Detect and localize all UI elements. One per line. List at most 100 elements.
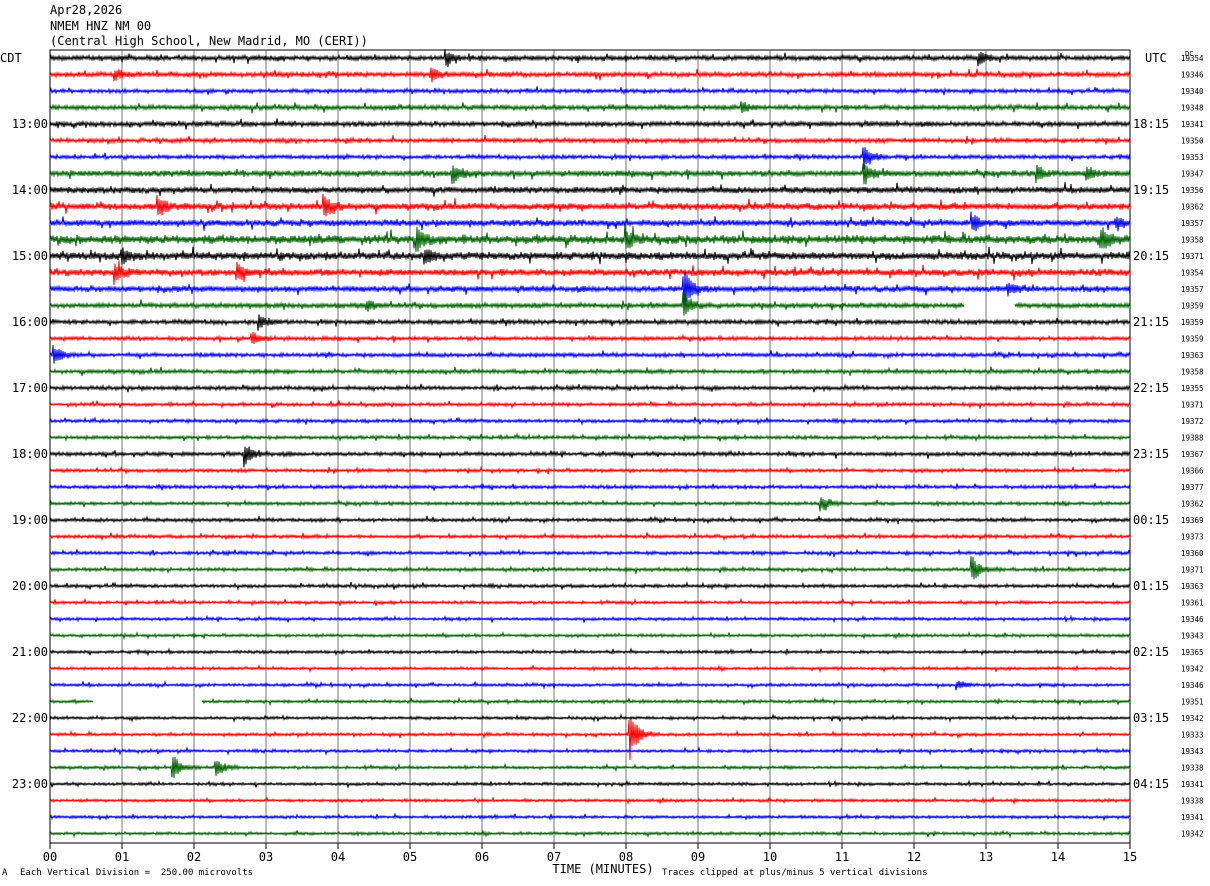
left-hour-label: 15:00 bbox=[12, 249, 48, 263]
dc-value-44: 19341 bbox=[1181, 780, 1204, 789]
trace-row-32 bbox=[49, 581, 1131, 591]
dc-value-14: 19357 bbox=[1181, 285, 1204, 294]
trace-row-45 bbox=[49, 795, 1131, 806]
trace-row-11 bbox=[49, 222, 1131, 252]
trace-row-43 bbox=[49, 756, 1131, 779]
clip-note: Traces clipped at plus/minus 5 vertical … bbox=[662, 868, 928, 878]
left-hour-label: 21:00 bbox=[12, 645, 48, 659]
dc-value-46: 19341 bbox=[1181, 813, 1204, 822]
trace-row-24 bbox=[49, 446, 1131, 468]
dc-value-30: 19360 bbox=[1181, 549, 1204, 558]
trace-row-41 bbox=[49, 718, 1131, 760]
plot-date: Apr28,2026 bbox=[50, 3, 123, 17]
trace-row-46 bbox=[49, 812, 1131, 822]
right-hour-label: 00:15 bbox=[1133, 513, 1169, 527]
trace-row-21 bbox=[49, 399, 1131, 410]
dc-value-31: 19371 bbox=[1181, 566, 1204, 575]
dc-value-16: 19359 bbox=[1181, 318, 1204, 327]
dc-column-header: DC bbox=[1185, 50, 1194, 58]
trace-row-28 bbox=[49, 515, 1131, 525]
trace-row-12 bbox=[49, 246, 1131, 265]
dc-value-15: 19359 bbox=[1181, 302, 1204, 311]
trace-row-1 bbox=[49, 67, 1131, 83]
dc-value-33: 19361 bbox=[1181, 599, 1204, 608]
left-hour-label: 20:00 bbox=[12, 579, 48, 593]
trace-row-5 bbox=[49, 135, 1131, 145]
left-hour-label: 22:00 bbox=[12, 711, 48, 725]
trace-row-39 bbox=[49, 696, 1131, 707]
dc-value-37: 19342 bbox=[1181, 665, 1204, 674]
x-tick-label: 00 bbox=[43, 850, 57, 864]
right-hour-label: 21:15 bbox=[1133, 315, 1169, 329]
x-tick-label: 13 bbox=[979, 850, 993, 864]
x-tick-label: 04 bbox=[331, 850, 345, 864]
trace-row-22 bbox=[49, 416, 1131, 426]
trace-row-6 bbox=[49, 147, 1131, 170]
x-tick-label: 05 bbox=[403, 850, 417, 864]
trace-row-18 bbox=[49, 345, 1131, 364]
x-tick-label: 09 bbox=[691, 850, 705, 864]
trace-row-16 bbox=[49, 314, 1131, 331]
trace-row-42 bbox=[49, 746, 1131, 756]
right-hour-label: 02:15 bbox=[1133, 645, 1169, 659]
dc-value-39: 19351 bbox=[1181, 698, 1204, 707]
dc-value-24: 19367 bbox=[1181, 450, 1204, 459]
plot-frame bbox=[49, 49, 1131, 844]
trace-row-38 bbox=[49, 679, 1131, 691]
trace-row-14 bbox=[49, 271, 1131, 310]
dc-value-34: 19346 bbox=[1181, 615, 1204, 624]
dc-value-3: 19348 bbox=[1181, 104, 1204, 113]
dc-value-19: 19358 bbox=[1181, 368, 1204, 377]
dc-value-13: 19354 bbox=[1181, 269, 1204, 278]
left-hour-label: 23:00 bbox=[12, 777, 48, 791]
right-hour-label: 04:15 bbox=[1133, 777, 1169, 791]
trace-row-25 bbox=[49, 465, 1131, 476]
dc-value-43: 19338 bbox=[1181, 764, 1204, 773]
dc-value-21: 19371 bbox=[1181, 401, 1204, 410]
dc-value-4: 19341 bbox=[1181, 120, 1204, 129]
trace-row-27 bbox=[49, 497, 1131, 512]
dc-value-22: 19372 bbox=[1181, 417, 1204, 426]
dc-value-5: 19350 bbox=[1181, 137, 1204, 146]
dc-value-12: 19371 bbox=[1181, 252, 1204, 261]
right-timezone-label: UTC bbox=[1145, 51, 1167, 65]
scale-note: Each Vertical Division = 250.00 microvol… bbox=[20, 868, 253, 878]
trace-row-30 bbox=[49, 548, 1131, 558]
dc-value-25: 19366 bbox=[1181, 467, 1204, 476]
right-hour-label: 01:15 bbox=[1133, 579, 1169, 593]
dc-value-9: 19362 bbox=[1181, 203, 1204, 212]
trace-row-44 bbox=[49, 779, 1131, 789]
dc-value-1: 19346 bbox=[1181, 71, 1204, 80]
trace-row-7 bbox=[49, 163, 1131, 185]
trace-row-9 bbox=[49, 193, 1131, 217]
trace-row-29 bbox=[49, 531, 1131, 542]
dc-value-23: 19388 bbox=[1181, 434, 1204, 443]
dc-value-32: 19363 bbox=[1181, 582, 1204, 591]
right-hour-label: 18:15 bbox=[1133, 117, 1169, 131]
trace-row-15 bbox=[49, 291, 1131, 316]
x-axis-title: TIME (MINUTES) bbox=[552, 862, 653, 876]
dc-value-42: 19343 bbox=[1181, 747, 1204, 756]
x-tick-label: 15 bbox=[1123, 850, 1137, 864]
trace-row-19 bbox=[49, 366, 1131, 377]
trace-row-26 bbox=[49, 482, 1131, 492]
dc-value-7: 19347 bbox=[1181, 170, 1204, 179]
trace-row-35 bbox=[49, 630, 1131, 641]
dc-value-6: 19353 bbox=[1181, 153, 1204, 162]
trace-row-34 bbox=[49, 614, 1131, 624]
dc-value-8: 19356 bbox=[1181, 186, 1204, 195]
x-tick-label: 08 bbox=[619, 850, 633, 864]
x-tick-label: 01 bbox=[115, 850, 129, 864]
dc-value-45: 19338 bbox=[1181, 797, 1204, 806]
left-hour-label: 13:00 bbox=[12, 117, 48, 131]
left-hour-label: 19:00 bbox=[12, 513, 48, 527]
dc-value-38: 19346 bbox=[1181, 681, 1204, 690]
dc-value-2: 19340 bbox=[1181, 87, 1204, 96]
dc-value-35: 19343 bbox=[1181, 632, 1204, 641]
x-tick-label: 03 bbox=[259, 850, 273, 864]
right-hour-label: 23:15 bbox=[1133, 447, 1169, 461]
trace-row-36 bbox=[49, 647, 1131, 657]
trace-row-31 bbox=[49, 556, 1131, 580]
dc-value-10: 19357 bbox=[1181, 219, 1204, 228]
